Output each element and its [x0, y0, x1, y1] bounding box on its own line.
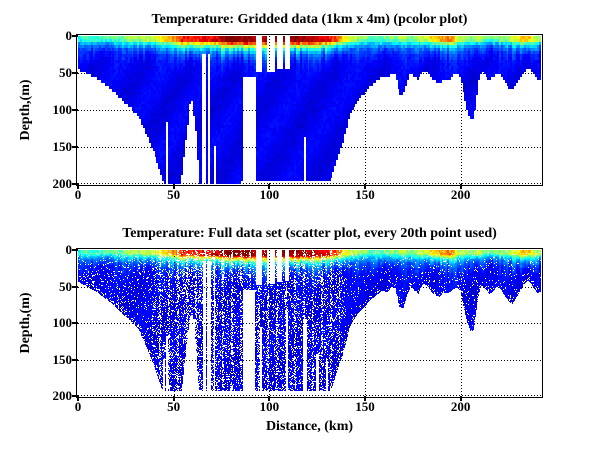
x-tick-mark	[77, 396, 79, 401]
x-tick-mark	[363, 184, 366, 189]
x-tick-mark	[459, 396, 462, 401]
x-tick-label: 200	[450, 187, 471, 202]
pcolor-plot-canvas	[78, 36, 541, 184]
scatter-plot-canvas	[78, 250, 541, 396]
scatter-plot-title: Temperature: Full data set (scatter plot…	[122, 226, 497, 241]
x-axis-label: Distance, (km)	[265, 419, 354, 434]
x-tick-mark	[363, 396, 366, 401]
y-tick-mark	[72, 72, 78, 74]
x-tick-label: 100	[259, 399, 280, 414]
x-tick-label: 200	[450, 399, 471, 414]
y-tick-label: 200	[52, 388, 73, 403]
y-tick-label: 50	[59, 278, 72, 294]
y-tick-label: 150	[52, 351, 73, 367]
x-tick-label: 150	[355, 187, 375, 202]
x-tick-label: 0	[74, 399, 82, 414]
y-tick-label: 50	[59, 65, 72, 80]
x-tick-mark	[172, 396, 175, 401]
x-tick-mark	[268, 396, 271, 401]
y-tick-mark	[72, 183, 78, 185]
y-tick-mark	[72, 358, 78, 361]
x-tick-label: 150	[355, 399, 375, 414]
y-tick-mark	[72, 35, 78, 37]
y-tick-label: 0	[65, 242, 73, 257]
y-tick-mark	[72, 249, 78, 251]
x-tick-label: 0	[74, 187, 82, 202]
pcolor-plot-title: Temperature: Gridded data (1km x 4m) (pc…	[151, 12, 468, 27]
y-tick-mark	[72, 146, 78, 148]
y-tick-label: 100	[52, 315, 73, 330]
x-tick-label: 50	[167, 187, 181, 202]
x-tick-mark	[268, 184, 271, 189]
x-tick-mark	[77, 184, 79, 189]
y-tick-label: 150	[52, 139, 73, 154]
y-tick-label: 0	[65, 28, 73, 43]
x-tick-mark	[459, 184, 462, 189]
y-tick-mark	[72, 322, 78, 324]
x-tick-label: 50	[167, 399, 181, 414]
x-tick-label: 100	[259, 187, 280, 202]
y-tick-mark	[72, 109, 78, 111]
y-tick-label: 200	[52, 176, 73, 191]
x-tick-mark	[172, 184, 175, 189]
y-tick-label: 100	[52, 102, 73, 117]
y-tick-mark	[72, 285, 78, 288]
y-tick-mark	[72, 395, 78, 397]
